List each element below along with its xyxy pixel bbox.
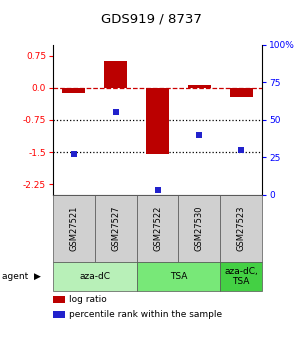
Text: aza-dC,
TSA: aza-dC, TSA <box>224 267 258 286</box>
Bar <box>104 61 127 88</box>
Text: percentile rank within the sample: percentile rank within the sample <box>69 310 222 319</box>
Point <box>72 152 76 157</box>
Text: GSM27521: GSM27521 <box>69 206 78 251</box>
Text: log ratio: log ratio <box>69 295 107 304</box>
Text: GSM27523: GSM27523 <box>237 206 246 251</box>
Text: agent  ▶: agent ▶ <box>2 272 40 281</box>
Bar <box>62 88 85 93</box>
Text: TSA: TSA <box>170 272 187 281</box>
Point <box>113 110 118 115</box>
Text: GSM27522: GSM27522 <box>153 206 162 251</box>
Bar <box>230 88 253 97</box>
Point <box>239 147 244 153</box>
Point <box>197 132 202 138</box>
Point <box>155 188 160 193</box>
Bar <box>146 88 169 154</box>
Text: GSM27527: GSM27527 <box>111 206 120 251</box>
Bar <box>188 85 211 88</box>
Text: aza-dC: aza-dC <box>79 272 110 281</box>
Text: GSM27530: GSM27530 <box>195 206 204 251</box>
Text: GDS919 / 8737: GDS919 / 8737 <box>101 12 202 25</box>
